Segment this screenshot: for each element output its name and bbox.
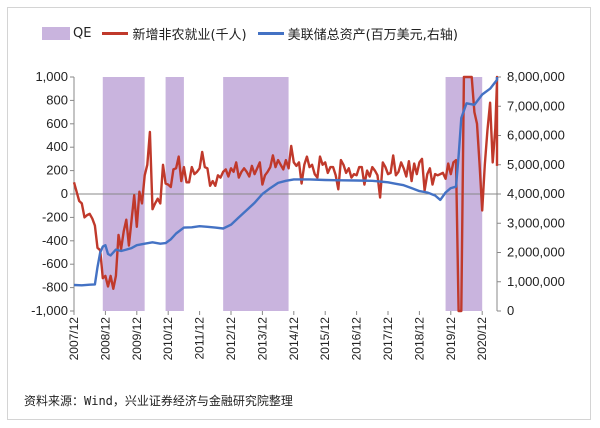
right-tick-label: 3,000,000 [507, 215, 565, 230]
left-tick-label: 600 [46, 116, 68, 131]
legend-label-qe: QE [73, 25, 92, 41]
x-tick-label: 2009/12 [130, 317, 144, 361]
right-tick-label: 6,000,000 [507, 128, 565, 143]
x-tick-label: 2014/12 [287, 317, 301, 361]
x-tick-label: 2018/12 [412, 317, 426, 361]
x-tick-label: 2012/12 [224, 317, 238, 361]
legend-swatch-assets [257, 31, 284, 35]
right-tick-label: 7,000,000 [507, 98, 565, 113]
right-tick-label: 4,000,000 [507, 186, 565, 201]
legend-label-assets: 美联储总资产(百万美元,右轴) [287, 27, 458, 43]
left-tick-label: -1,000 [31, 303, 68, 318]
x-tick-label: 2010/12 [161, 317, 175, 361]
left-tick-label: -600 [42, 256, 68, 271]
right-tick-label: 0 [507, 303, 514, 318]
right-tick-label: 8,000,000 [507, 69, 565, 84]
left-tick-label: 800 [46, 92, 68, 107]
left-tick-label: 200 [46, 163, 68, 178]
chart-legend: QE 新增非农就业(千人) 美联储总资产(百万美元,右轴) [42, 22, 469, 44]
legend-swatch-qe [42, 26, 70, 40]
chart-frame [7, 7, 591, 420]
left-tick-label: 400 [46, 139, 68, 154]
right-tick-label: 2,000,000 [507, 245, 565, 260]
legend-label-payroll: 新增非农就业(千人) [132, 27, 247, 43]
x-tick-label: 2015/12 [318, 317, 332, 361]
x-tick-label: 2016/12 [350, 317, 364, 361]
right-tick-label: 1,000,000 [507, 274, 565, 289]
x-tick-label: 2008/12 [98, 317, 112, 361]
legend-item-assets: 美联储总资产(百万美元,右轴) [257, 24, 458, 43]
legend-swatch-payroll [102, 31, 129, 35]
legend-item-payroll: 新增非农就业(千人) [102, 24, 247, 43]
left-tick-label: -800 [42, 280, 68, 295]
x-tick-label: 2013/12 [255, 317, 269, 361]
x-tick-label: 2019/12 [444, 317, 458, 361]
x-tick-label: 2017/12 [381, 317, 395, 361]
source-note: 资料来源：Wind，兴业证券经济与金融研究院整理 [24, 394, 293, 408]
series-line-nonfarm-payrolls [72, 75, 499, 313]
legend-item-qe: QE [42, 26, 91, 41]
left-tick-label: -200 [42, 209, 68, 224]
left-tick-label: 0 [61, 186, 68, 201]
left-tick-label: 1,000 [35, 69, 68, 84]
x-tick-label: 2007/12 [67, 317, 81, 361]
left-tick-label: -400 [42, 233, 68, 248]
x-tick-label: 2011/12 [193, 317, 207, 360]
right-tick-label: 5,000,000 [507, 157, 565, 172]
x-tick-label: 2020/12 [475, 317, 489, 361]
series-line-fed-assets [73, 77, 499, 287]
